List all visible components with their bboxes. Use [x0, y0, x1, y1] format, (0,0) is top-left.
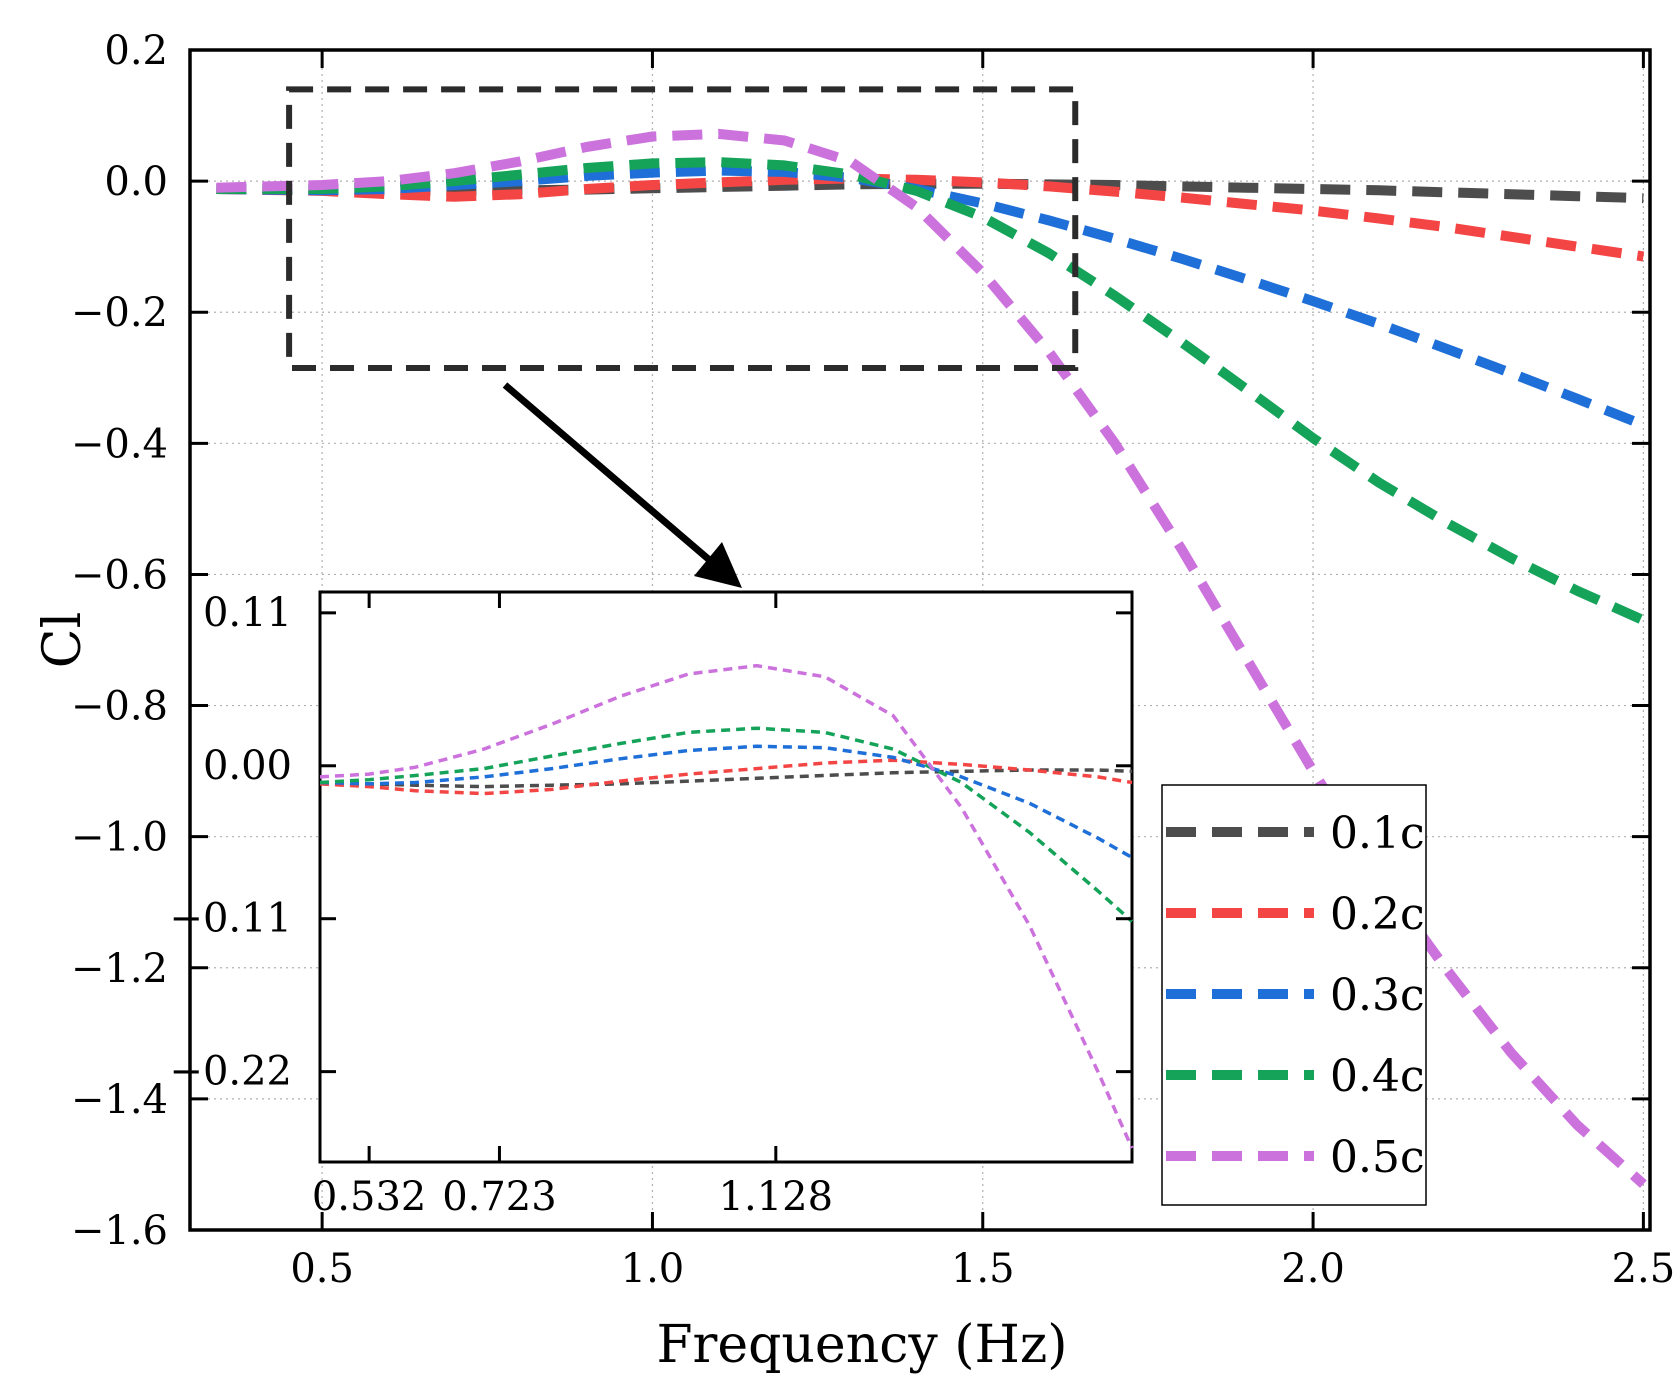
- series-line-0.4c: [216, 157, 1646, 625]
- x-tick-label-0: 0.5: [290, 1246, 354, 1292]
- x-tick-label-3: 2.0: [1281, 1246, 1345, 1292]
- legend-label-0.2c: 0.2c: [1330, 889, 1425, 940]
- legend-label-0.1c: 0.1c: [1330, 808, 1425, 859]
- inset-series-line-0.4c: [319, 726, 1134, 923]
- x-tick-label-2: 1.5: [951, 1246, 1015, 1292]
- x-tick-label-4: 2.5: [1612, 1246, 1676, 1292]
- legend: 0.1c 0.2c 0.3c 0.4c 0.5c: [1161, 784, 1427, 1206]
- zoom-arrow-line: [502, 382, 723, 572]
- inset-x-tick-label-0: 0.532: [312, 1174, 427, 1220]
- zoom-box: [286, 86, 1079, 371]
- y-axis-title: Cl: [33, 612, 93, 668]
- y-tick-label-8: −1.4: [71, 1077, 168, 1123]
- y-tick-label-0: 0.2: [104, 28, 168, 74]
- inset-series-line-0.3c: [319, 744, 1133, 860]
- x-tick-label-1: 1.0: [621, 1246, 685, 1292]
- legend-box: [1161, 784, 1427, 1206]
- main-ticks: 0.5 1.0 1.5 2.0 2.5 0.2 0.0 −0.2 −0.4 −0.6 −0.8 −1.…: [71, 28, 1675, 1292]
- plot-frame: [188, 48, 1652, 1232]
- y-tick-label-3: −0.4: [71, 421, 168, 467]
- inset-frame: [318, 590, 1134, 1164]
- inset-series-line-0.5c: [319, 663, 1134, 1149]
- legend-label-0.5c: 0.5c: [1330, 1132, 1425, 1183]
- series-line-0.2c: [216, 173, 1645, 262]
- inset-y-tick-label-2: −0.11: [169, 896, 292, 942]
- y-tick-label-7: −1.2: [71, 946, 168, 992]
- y-tick-label-6: −1.0: [71, 815, 168, 861]
- main-axes-frame: [188, 48, 1652, 1232]
- inset-x-tick-label-1: 0.723: [442, 1174, 557, 1220]
- y-tick-label-4: −0.6: [71, 552, 168, 598]
- inset-y-tick-label-0: 0.11: [203, 590, 292, 636]
- inset-y-tick-label-3: −0.22: [169, 1049, 292, 1095]
- legend-label-0.4c: 0.4c: [1330, 1051, 1425, 1102]
- y-tick-label-1: 0.0: [104, 159, 168, 205]
- zoom-arrow-head: [694, 542, 742, 588]
- inset-series-line-0.1c: [319, 768, 1133, 789]
- series-line-0.3c: [216, 165, 1646, 430]
- legend-label-0.3c: 0.3c: [1330, 970, 1425, 1021]
- x-axis-title: Frequency (Hz): [656, 1315, 1067, 1375]
- inset-series-line-0.2c: [319, 758, 1133, 796]
- zoom-indicator: [286, 86, 1079, 588]
- inset-y-tick-label-1: 0.00: [203, 743, 292, 789]
- main-series-group: [216, 128, 1647, 1188]
- y-tick-label-5: −0.8: [71, 684, 168, 730]
- inset-chart: 0.532 0.723 1.128 0.11 0.00 −0.11 −0.22: [169, 590, 1134, 1220]
- y-tick-label-9: −1.6: [71, 1208, 168, 1254]
- inset-x-tick-label-2: 1.128: [719, 1174, 834, 1220]
- y-tick-label-2: −0.2: [71, 290, 168, 336]
